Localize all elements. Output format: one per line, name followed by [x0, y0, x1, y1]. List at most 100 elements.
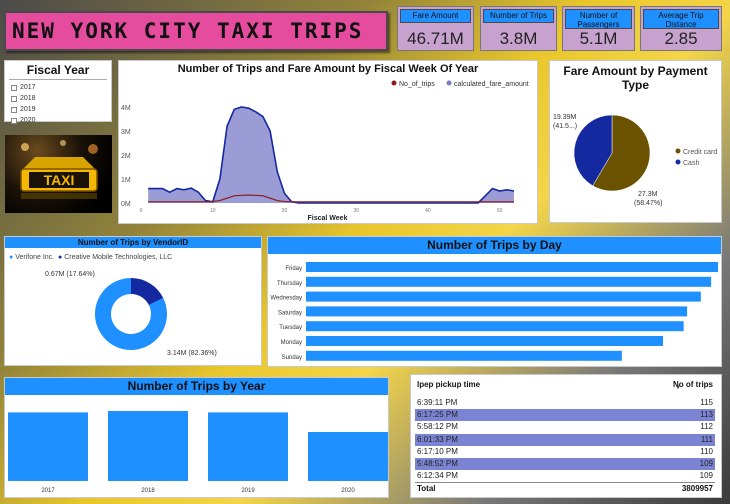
fare-by-payment-type-panel: Fare Amount by Payment Type 19.39M (41.5.…: [549, 60, 722, 223]
legend-creative-mobile: Creative Mobile Technologies, LLC: [64, 254, 173, 261]
pickup-time-cell: 5:58:12 PM: [417, 422, 458, 432]
vendor-legend: ● Verifone Inc. ● Creative Mobile Techno…: [9, 254, 173, 261]
table-header: lpep pickup time No of trips: [415, 379, 715, 395]
trip-count-cell: 109: [699, 459, 713, 468]
y-tick-label: 1M: [121, 177, 131, 184]
donut-slice-creative-mobile: [131, 278, 164, 306]
payment-pie-chart[interactable]: 19.39M (41.5...) 27.3M (58.47%) Credit card C…: [550, 93, 721, 223]
fiscal-year-slicer: Fiscal Year 2017 2018 2019 2020: [4, 60, 112, 124]
taxi-sign-image: TAXI: [5, 135, 112, 213]
legend-verifone: Verifone Inc.: [15, 254, 55, 261]
year-label: 2017: [41, 488, 55, 494]
year-bar-2020: [308, 432, 388, 481]
legend-fare-label: calculated_fare_amount: [454, 81, 529, 88]
fiscal-year-option[interactable]: 2018: [5, 93, 111, 104]
day-bar-wednesday: [306, 291, 701, 302]
trip-count-cell: 113: [700, 410, 713, 420]
day-bar-tuesday: [306, 321, 684, 332]
year-bar-2019: [208, 412, 288, 481]
kpi-number-of-trips-label: Number of Trips: [483, 9, 554, 23]
checkbox-icon[interactable]: [11, 117, 17, 124]
kpi-average-trip-distance-value: 2.85: [664, 29, 698, 48]
kpi-fare-amount-label: Fare Amount: [400, 9, 471, 23]
trip-count-cell: 112: [700, 422, 713, 432]
vendor-donut-chart[interactable]: 0.67M (17.64%) 3.14M (82.36%): [5, 262, 261, 366]
y-tick-label: 4M: [121, 105, 131, 112]
x-axis-title: Fiscal Week: [308, 215, 348, 221]
day-label: Wednesday: [270, 296, 302, 302]
credit-pct-label: (58.47%): [634, 200, 662, 207]
table-row[interactable]: 5:48:52 PM 109: [415, 458, 715, 470]
day-bar-friday: [306, 262, 718, 272]
legend-cash-label: Cash: [683, 160, 699, 167]
table-row[interactable]: 5:58:12 PM 112: [415, 421, 715, 433]
checkbox-icon[interactable]: [11, 106, 17, 113]
sort-descending-icon[interactable]: ▼: [675, 385, 681, 391]
day-label: Tuesday: [279, 325, 302, 331]
pickup-time-cell: 5:48:52 PM: [417, 459, 458, 468]
fiscal-year-option[interactable]: 2020: [5, 115, 111, 126]
checkbox-icon[interactable]: [11, 84, 17, 91]
cash-value-label: 19.39M: [553, 114, 577, 121]
kpi-fare-amount[interactable]: Fare Amount 46.71M: [397, 6, 474, 51]
vendor-chart-title: Number of Trips by VendorID: [5, 237, 261, 248]
kpi-fare-amount-value: 46.71M: [407, 29, 464, 48]
column-header-no-of-trips[interactable]: No of trips: [673, 380, 713, 389]
year-label: 2019: [241, 488, 255, 494]
table-row[interactable]: 6:01:33 PM 111: [415, 433, 715, 446]
y-tick-label: 2M: [121, 153, 131, 160]
year-bar-2018: [108, 411, 188, 481]
pickup-time-cell: 6:17:10 PM: [417, 446, 458, 456]
verifone-value-label: 3.14M (82.36%): [167, 350, 217, 357]
trend-chart-title: Number of Trips and Fare Amount by Fisca…: [177, 63, 479, 75]
day-label: Saturday: [278, 310, 302, 316]
day-label: Monday: [281, 340, 302, 346]
x-tick-label: 30: [353, 208, 359, 214]
kpi-average-trip-distance-label: Average Trip Distance: [643, 9, 719, 29]
day-bar-thursday: [306, 276, 712, 287]
pickup-time-cell: 6:01:33 PM: [417, 434, 458, 444]
day-label: Thursday: [277, 281, 302, 287]
kpi-number-of-trips[interactable]: Number of Trips 3.8M: [480, 6, 557, 51]
pickup-time-cell: 6:17:25 PM: [417, 410, 458, 420]
pickup-time-table: lpep pickup time No of trips ▼ 6:39:11 P…: [410, 374, 722, 498]
fare-amount-area: [148, 107, 514, 203]
pickup-time-cell: 6:39:11 PM: [417, 398, 458, 407]
day-bar-saturday: [306, 306, 688, 317]
x-tick-label: 40: [425, 208, 431, 214]
table-row[interactable]: 6:39:11 PM 115: [415, 397, 715, 409]
table-row[interactable]: 6:17:10 PM 110: [415, 446, 715, 458]
fiscal-year-option[interactable]: 2019: [5, 104, 111, 115]
table-row[interactable]: 6:12:34 PM 109: [415, 470, 715, 482]
trips-by-year-panel: Number of Trips by Year 2017 2018 2019 2020: [4, 377, 389, 498]
pie-slice-cash: [573, 114, 613, 187]
taxi-sign-icon: TAXI: [20, 140, 98, 199]
year-bar-chart[interactable]: 2017 2018 2019 2020: [5, 396, 388, 498]
checkbox-icon[interactable]: [11, 95, 17, 102]
table-total-row: Total 3809957: [415, 482, 715, 494]
total-label: Total: [417, 484, 436, 493]
column-header-pickup-time[interactable]: lpep pickup time: [417, 380, 481, 389]
credit-value-label: 27.3M: [638, 191, 658, 198]
day-bar-chart[interactable]: Friday Thursday Wednesday Saturday Tuesday Mo…: [268, 255, 721, 367]
kpi-average-trip-distance[interactable]: Average Trip Distance 2.85: [640, 6, 722, 51]
fiscal-year-title: Fiscal Year: [26, 63, 90, 77]
trips-by-vendor-panel: Number of Trips by VendorID ● Verifone I…: [4, 236, 262, 366]
trend-chart[interactable]: No_of_trips calculated_fare_amount 0M 1M 2M 3…: [119, 75, 537, 221]
kpi-number-of-passengers[interactable]: Number of Passengers 5.1M: [562, 6, 635, 51]
day-bar-sunday: [306, 350, 622, 361]
total-value: 3809957: [681, 484, 713, 493]
fiscal-year-option[interactable]: 2017: [5, 82, 111, 93]
kpi-number-of-passengers-value: 5.1M: [579, 29, 618, 48]
trips-fare-by-week-panel: Number of Trips and Fare Amount by Fisca…: [118, 60, 538, 224]
year-bar-2017: [8, 412, 88, 481]
dashboard-title: NEW YORK CITY TAXI TRIPS: [4, 11, 388, 51]
pickup-time-cell: 6:12:34 PM: [417, 471, 458, 481]
day-chart-title: Number of Trips by Day: [268, 237, 721, 254]
year-chart-title: Number of Trips by Year: [5, 378, 388, 395]
legend-credit-card-marker: [675, 148, 681, 154]
table-row[interactable]: 6:17:25 PM 113: [415, 409, 715, 422]
legend-trips-marker: [391, 80, 397, 86]
trips-by-day-panel: Number of Trips by Day Friday Thursday Wed…: [267, 236, 722, 367]
trend-legend: No_of_trips calculated_fare_amount: [391, 80, 529, 88]
